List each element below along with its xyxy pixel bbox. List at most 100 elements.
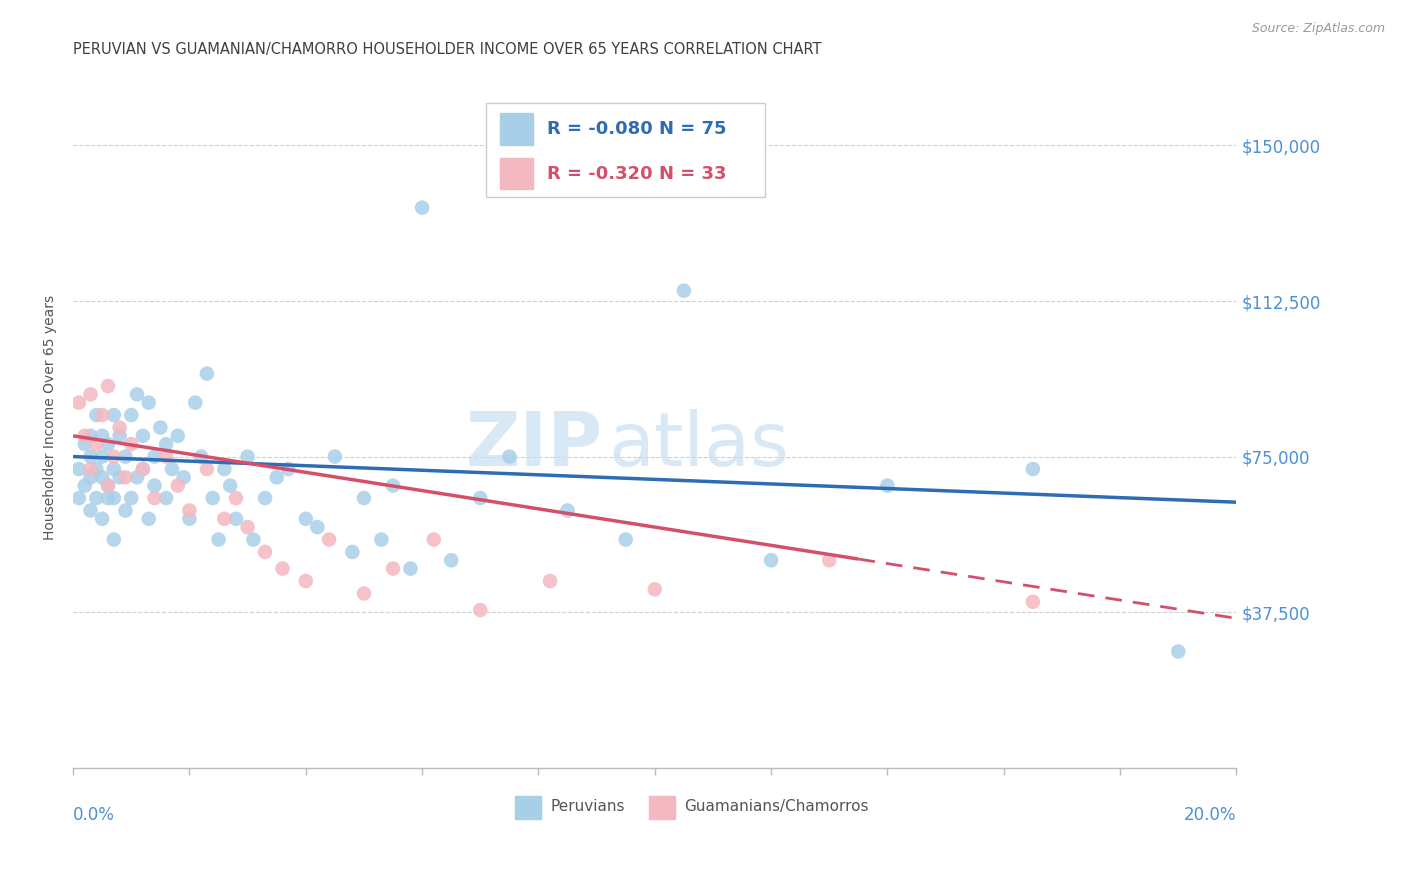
- Bar: [650, 797, 675, 819]
- Point: [254, 545, 277, 559]
- Point: [382, 478, 405, 492]
- Point: [103, 491, 125, 505]
- Point: [470, 603, 492, 617]
- Point: [160, 462, 183, 476]
- Point: [103, 462, 125, 476]
- Point: [97, 478, 120, 492]
- Point: [225, 512, 247, 526]
- Point: [155, 450, 177, 464]
- Point: [86, 408, 108, 422]
- Bar: [501, 113, 533, 145]
- Point: [818, 553, 841, 567]
- Point: [86, 462, 108, 476]
- Point: [422, 533, 444, 547]
- Point: [155, 491, 177, 505]
- Point: [672, 284, 695, 298]
- Y-axis label: Householder Income Over 65 years: Householder Income Over 65 years: [44, 295, 58, 541]
- Text: R = -0.320: R = -0.320: [547, 164, 652, 183]
- Point: [225, 491, 247, 505]
- Point: [759, 553, 782, 567]
- Point: [277, 462, 299, 476]
- Point: [195, 367, 218, 381]
- Point: [614, 533, 637, 547]
- Point: [120, 408, 142, 422]
- Point: [103, 533, 125, 547]
- Point: [79, 450, 101, 464]
- Point: [120, 437, 142, 451]
- Text: R = -0.080: R = -0.080: [547, 120, 652, 138]
- Point: [214, 462, 236, 476]
- Point: [67, 395, 90, 409]
- Text: N = 33: N = 33: [659, 164, 727, 183]
- Point: [214, 512, 236, 526]
- Point: [201, 491, 224, 505]
- Point: [79, 462, 101, 476]
- Text: atlas: atlas: [609, 409, 789, 483]
- Point: [73, 429, 96, 443]
- Point: [125, 470, 148, 484]
- Bar: [501, 158, 533, 189]
- Point: [236, 450, 259, 464]
- Point: [143, 450, 166, 464]
- Point: [195, 462, 218, 476]
- Point: [97, 491, 120, 505]
- Point: [155, 437, 177, 451]
- Point: [440, 553, 463, 567]
- Point: [143, 478, 166, 492]
- Point: [143, 491, 166, 505]
- Text: N = 75: N = 75: [659, 120, 727, 138]
- Text: Guamanians/Chamorros: Guamanians/Chamorros: [683, 798, 869, 814]
- Text: ZIP: ZIP: [465, 409, 602, 483]
- Point: [538, 574, 561, 588]
- Point: [271, 561, 294, 575]
- Point: [399, 561, 422, 575]
- Point: [411, 201, 433, 215]
- Point: [91, 470, 114, 484]
- Point: [138, 512, 160, 526]
- Text: Source: ZipAtlas.com: Source: ZipAtlas.com: [1251, 22, 1385, 36]
- Point: [103, 408, 125, 422]
- Point: [318, 533, 340, 547]
- Point: [342, 545, 364, 559]
- Point: [1022, 462, 1045, 476]
- Point: [73, 478, 96, 492]
- Point: [125, 387, 148, 401]
- Point: [91, 512, 114, 526]
- Point: [370, 533, 392, 547]
- Point: [382, 561, 405, 575]
- Point: [166, 478, 188, 492]
- Point: [86, 437, 108, 451]
- Point: [184, 395, 207, 409]
- Point: [173, 470, 195, 484]
- Point: [353, 586, 375, 600]
- Point: [79, 429, 101, 443]
- Point: [103, 450, 125, 464]
- Point: [114, 470, 136, 484]
- Point: [179, 512, 201, 526]
- Point: [166, 429, 188, 443]
- Point: [644, 582, 666, 597]
- Point: [91, 408, 114, 422]
- Point: [557, 503, 579, 517]
- Text: PERUVIAN VS GUAMANIAN/CHAMORRO HOUSEHOLDER INCOME OVER 65 YEARS CORRELATION CHAR: PERUVIAN VS GUAMANIAN/CHAMORRO HOUSEHOLD…: [73, 42, 821, 57]
- Point: [97, 478, 120, 492]
- Point: [1022, 595, 1045, 609]
- Point: [67, 491, 90, 505]
- Point: [1167, 644, 1189, 658]
- Point: [79, 387, 101, 401]
- Text: 20.0%: 20.0%: [1184, 806, 1236, 824]
- Point: [108, 420, 131, 434]
- Point: [120, 491, 142, 505]
- Point: [236, 520, 259, 534]
- Bar: [515, 797, 541, 819]
- FancyBboxPatch shape: [486, 103, 765, 197]
- Point: [294, 574, 316, 588]
- Point: [470, 491, 492, 505]
- Point: [190, 450, 212, 464]
- Point: [86, 491, 108, 505]
- Point: [73, 437, 96, 451]
- Point: [91, 450, 114, 464]
- Point: [114, 450, 136, 464]
- Point: [132, 462, 155, 476]
- Point: [114, 503, 136, 517]
